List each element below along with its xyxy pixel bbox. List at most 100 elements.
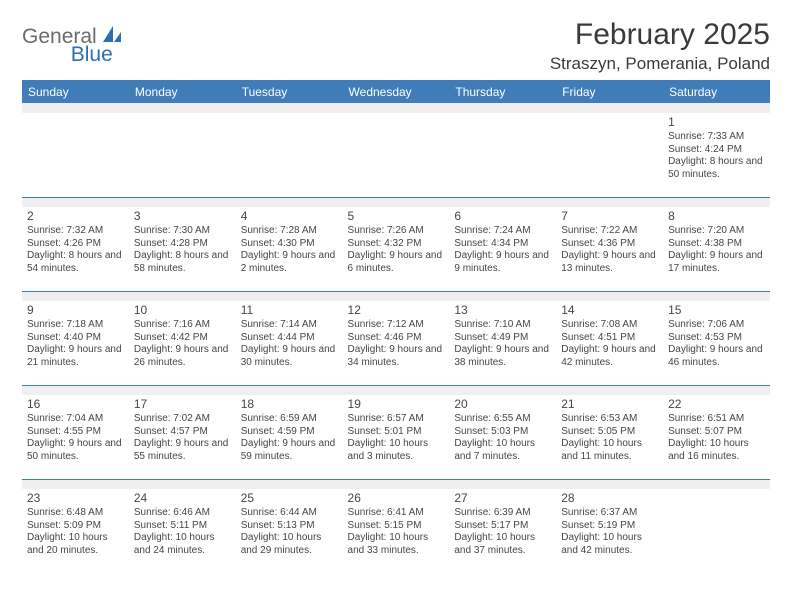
sunset-text: Sunset: 4:57 PM — [134, 426, 231, 439]
day-number: 6 — [454, 209, 551, 224]
sunrise-text: Sunrise: 7:26 AM — [348, 225, 445, 238]
empty-cell — [236, 113, 343, 197]
sunrise-text: Sunrise: 6:53 AM — [561, 413, 658, 426]
day-number: 12 — [348, 303, 445, 318]
day-cell: 20Sunrise: 6:55 AMSunset: 5:03 PMDayligh… — [449, 395, 556, 479]
daylight-text: Daylight: 10 hours and 11 minutes. — [561, 438, 658, 463]
day-number: 2 — [27, 209, 124, 224]
day-number: 9 — [27, 303, 124, 318]
day-number: 7 — [561, 209, 658, 224]
daylight-text: Daylight: 9 hours and 26 minutes. — [134, 344, 231, 369]
day-number: 17 — [134, 397, 231, 412]
sunrise-text: Sunrise: 7:16 AM — [134, 319, 231, 332]
daylight-text: Daylight: 9 hours and 59 minutes. — [241, 438, 338, 463]
weekday-header-row: Sunday Monday Tuesday Wednesday Thursday… — [22, 81, 770, 103]
sunrise-text: Sunrise: 6:37 AM — [561, 507, 658, 520]
daylight-text: Daylight: 9 hours and 2 minutes. — [241, 250, 338, 275]
sunrise-text: Sunrise: 7:30 AM — [134, 225, 231, 238]
day-number: 10 — [134, 303, 231, 318]
sunrise-text: Sunrise: 6:59 AM — [241, 413, 338, 426]
day-cell: 28Sunrise: 6:37 AMSunset: 5:19 PMDayligh… — [556, 489, 663, 573]
day-number: 5 — [348, 209, 445, 224]
sunrise-text: Sunrise: 7:08 AM — [561, 319, 658, 332]
week-row: 2Sunrise: 7:32 AMSunset: 4:26 PMDaylight… — [22, 207, 770, 291]
day-cell: 25Sunrise: 6:44 AMSunset: 5:13 PMDayligh… — [236, 489, 343, 573]
sunrise-text: Sunrise: 7:04 AM — [27, 413, 124, 426]
sunset-text: Sunset: 4:49 PM — [454, 332, 551, 345]
day-number: 28 — [561, 491, 658, 506]
sunset-text: Sunset: 4:59 PM — [241, 426, 338, 439]
day-cell: 21Sunrise: 6:53 AMSunset: 5:05 PMDayligh… — [556, 395, 663, 479]
daylight-text: Daylight: 9 hours and 42 minutes. — [561, 344, 658, 369]
sunset-text: Sunset: 4:32 PM — [348, 238, 445, 251]
sunrise-text: Sunrise: 6:55 AM — [454, 413, 551, 426]
day-cell: 19Sunrise: 6:57 AMSunset: 5:01 PMDayligh… — [343, 395, 450, 479]
day-number: 27 — [454, 491, 551, 506]
daylight-text: Daylight: 10 hours and 20 minutes. — [27, 532, 124, 557]
sunrise-text: Sunrise: 6:51 AM — [668, 413, 765, 426]
daylight-text: Daylight: 10 hours and 16 minutes. — [668, 438, 765, 463]
week-row: 9Sunrise: 7:18 AMSunset: 4:40 PMDaylight… — [22, 301, 770, 385]
sunset-text: Sunset: 4:53 PM — [668, 332, 765, 345]
day-cell: 7Sunrise: 7:22 AMSunset: 4:36 PMDaylight… — [556, 207, 663, 291]
empty-cell — [556, 113, 663, 197]
day-cell: 17Sunrise: 7:02 AMSunset: 4:57 PMDayligh… — [129, 395, 236, 479]
day-cell: 6Sunrise: 7:24 AMSunset: 4:34 PMDaylight… — [449, 207, 556, 291]
day-cell: 22Sunrise: 6:51 AMSunset: 5:07 PMDayligh… — [663, 395, 770, 479]
sunrise-text: Sunrise: 7:12 AM — [348, 319, 445, 332]
sunrise-text: Sunrise: 7:33 AM — [668, 131, 765, 144]
daylight-text: Daylight: 9 hours and 21 minutes. — [27, 344, 124, 369]
sunset-text: Sunset: 5:03 PM — [454, 426, 551, 439]
sunset-text: Sunset: 4:44 PM — [241, 332, 338, 345]
separator-row — [22, 385, 770, 395]
daylight-text: Daylight: 10 hours and 7 minutes. — [454, 438, 551, 463]
daylight-text: Daylight: 9 hours and 38 minutes. — [454, 344, 551, 369]
title-block: February 2025 Straszyn, Pomerania, Polan… — [550, 18, 770, 74]
day-number: 25 — [241, 491, 338, 506]
day-cell: 27Sunrise: 6:39 AMSunset: 5:17 PMDayligh… — [449, 489, 556, 573]
day-cell: 18Sunrise: 6:59 AMSunset: 4:59 PMDayligh… — [236, 395, 343, 479]
sunset-text: Sunset: 4:28 PM — [134, 238, 231, 251]
day-cell: 10Sunrise: 7:16 AMSunset: 4:42 PMDayligh… — [129, 301, 236, 385]
day-number: 16 — [27, 397, 124, 412]
day-number: 15 — [668, 303, 765, 318]
sunset-text: Sunset: 5:01 PM — [348, 426, 445, 439]
separator-row — [22, 479, 770, 489]
daylight-text: Daylight: 8 hours and 54 minutes. — [27, 250, 124, 275]
sunset-text: Sunset: 5:11 PM — [134, 520, 231, 533]
daylight-text: Daylight: 8 hours and 50 minutes. — [668, 156, 765, 181]
empty-cell — [22, 113, 129, 197]
separator-row — [22, 197, 770, 207]
sunset-text: Sunset: 5:17 PM — [454, 520, 551, 533]
day-cell: 15Sunrise: 7:06 AMSunset: 4:53 PMDayligh… — [663, 301, 770, 385]
sunset-text: Sunset: 5:09 PM — [27, 520, 124, 533]
empty-cell — [343, 113, 450, 197]
location: Straszyn, Pomerania, Poland — [550, 54, 770, 74]
weekday-header: Tuesday — [236, 81, 343, 103]
day-number: 23 — [27, 491, 124, 506]
sunrise-text: Sunrise: 7:10 AM — [454, 319, 551, 332]
weekday-header: Thursday — [449, 81, 556, 103]
sunset-text: Sunset: 4:46 PM — [348, 332, 445, 345]
day-number: 20 — [454, 397, 551, 412]
logo: General Blue — [22, 18, 167, 49]
day-number: 4 — [241, 209, 338, 224]
day-number: 3 — [134, 209, 231, 224]
week-row: 16Sunrise: 7:04 AMSunset: 4:55 PMDayligh… — [22, 395, 770, 479]
sunset-text: Sunset: 4:24 PM — [668, 144, 765, 157]
day-cell: 2Sunrise: 7:32 AMSunset: 4:26 PMDaylight… — [22, 207, 129, 291]
sunset-text: Sunset: 5:07 PM — [668, 426, 765, 439]
day-cell: 4Sunrise: 7:28 AMSunset: 4:30 PMDaylight… — [236, 207, 343, 291]
sunset-text: Sunset: 5:15 PM — [348, 520, 445, 533]
sunrise-text: Sunrise: 6:57 AM — [348, 413, 445, 426]
day-number: 1 — [668, 115, 765, 130]
daylight-text: Daylight: 10 hours and 42 minutes. — [561, 532, 658, 557]
month-title: February 2025 — [550, 18, 770, 52]
week-row: 1Sunrise: 7:33 AMSunset: 4:24 PMDaylight… — [22, 113, 770, 197]
day-number: 8 — [668, 209, 765, 224]
separator-row — [22, 291, 770, 301]
day-cell: 26Sunrise: 6:41 AMSunset: 5:15 PMDayligh… — [343, 489, 450, 573]
weekday-header: Monday — [129, 81, 236, 103]
day-cell: 12Sunrise: 7:12 AMSunset: 4:46 PMDayligh… — [343, 301, 450, 385]
day-number: 19 — [348, 397, 445, 412]
